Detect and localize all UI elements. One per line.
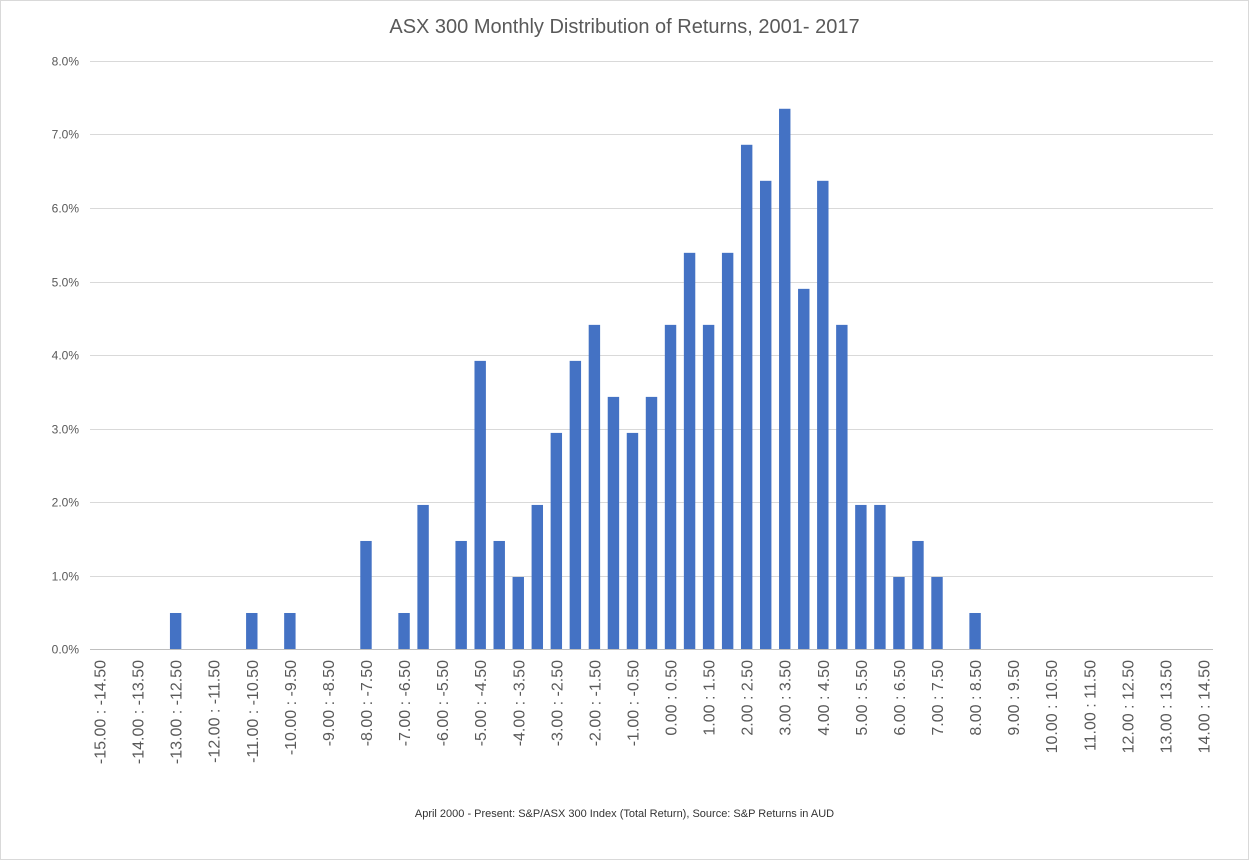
bar <box>855 504 867 649</box>
bar <box>284 612 296 649</box>
bar <box>417 504 429 649</box>
bar <box>969 612 981 649</box>
y-tick-label: 2.0% <box>52 496 80 510</box>
bar <box>721 252 734 649</box>
x-tick-label: 5.00 : 5.50 <box>854 660 871 736</box>
x-tick-label: 9.00 : 9.50 <box>1006 660 1023 736</box>
x-tick-label: -1.00 : -0.50 <box>625 660 642 746</box>
bar <box>645 396 658 649</box>
chart-title: ASX 300 Monthly Distribution of Returns,… <box>389 16 860 38</box>
x-tick-label: 4.00 : 4.50 <box>816 660 833 736</box>
bar <box>740 144 753 650</box>
bar <box>360 540 372 649</box>
bar <box>474 360 486 649</box>
x-tick-label: -10.00 : -9.50 <box>283 660 300 755</box>
y-tick-label: 5.0% <box>52 276 80 290</box>
y-tick-label: 3.0% <box>52 423 80 437</box>
y-tick-label: 1.0% <box>52 570 80 584</box>
bar <box>569 360 582 649</box>
bar <box>626 432 639 649</box>
y-tick-label: 6.0% <box>52 202 80 216</box>
bar <box>512 576 524 649</box>
x-tick-label: -12.00 : -11.50 <box>207 660 224 763</box>
chart-footnote: April 2000 - Present: S&P/ASX 300 Index … <box>414 808 835 820</box>
x-tick-label: 8.00 : 8.50 <box>968 660 985 736</box>
x-tick-label: 0.00 : 0.50 <box>664 660 681 736</box>
bar <box>683 252 696 649</box>
bar <box>607 396 620 649</box>
bar <box>836 324 848 649</box>
bar <box>759 180 772 649</box>
x-tick-label: 11.00 : 11.50 <box>1082 660 1099 751</box>
x-tick-label: -6.00 : -5.50 <box>435 660 452 746</box>
bar <box>817 180 829 649</box>
x-tick-label: 7.00 : 7.50 <box>930 660 947 736</box>
bar <box>493 540 505 649</box>
x-tick-label: -7.00 : -6.50 <box>397 660 414 746</box>
bar <box>531 504 544 649</box>
x-tick-label: -8.00 : -7.50 <box>359 660 376 746</box>
x-tick-label: 14.00 : 14.50 <box>1196 660 1213 754</box>
bar <box>893 576 905 649</box>
bar <box>455 540 467 649</box>
x-tick-label: -11.00 : -10.50 <box>245 660 262 763</box>
bar <box>874 504 886 649</box>
x-tick-label: -5.00 : -4.50 <box>473 660 490 746</box>
bar <box>398 612 410 649</box>
x-tick-label: -9.00 : -8.50 <box>321 660 338 746</box>
bar <box>779 108 791 649</box>
x-tick-label: 2.00 : 2.50 <box>740 660 757 736</box>
x-tick-label: -3.00 : -2.50 <box>549 660 566 746</box>
x-tick-label: -13.00 : -12.50 <box>169 660 186 764</box>
x-tick-label: -14.00 : -13.50 <box>131 660 148 764</box>
y-tick-label: 4.0% <box>52 349 80 363</box>
bar <box>702 324 715 649</box>
x-tick-label: 3.00 : 3.50 <box>778 660 795 736</box>
x-tick-label: 12.00 : 12.50 <box>1120 660 1137 754</box>
x-tick-label: 1.00 : 1.50 <box>702 660 719 736</box>
y-tick-label: 8.0% <box>52 55 80 69</box>
bar <box>550 432 563 649</box>
y-tick-label: 0.0% <box>52 643 80 657</box>
x-tick-label: 6.00 : 6.50 <box>892 660 909 736</box>
x-tick-label: 13.00 : 13.50 <box>1158 660 1175 754</box>
bar <box>169 612 182 649</box>
y-tick-label: 7.0% <box>52 128 80 142</box>
bar <box>912 540 924 649</box>
bar <box>931 576 943 649</box>
bar <box>664 324 677 649</box>
x-tick-label: -15.00 : -14.50 <box>93 660 110 764</box>
bar <box>246 612 258 649</box>
bar <box>588 324 601 649</box>
x-tick-label: -4.00 : -3.50 <box>511 660 528 746</box>
x-tick-label: 10.00 : 10.50 <box>1044 660 1061 754</box>
x-tick-label: -2.00 : -1.50 <box>587 660 604 746</box>
bar <box>798 288 810 649</box>
